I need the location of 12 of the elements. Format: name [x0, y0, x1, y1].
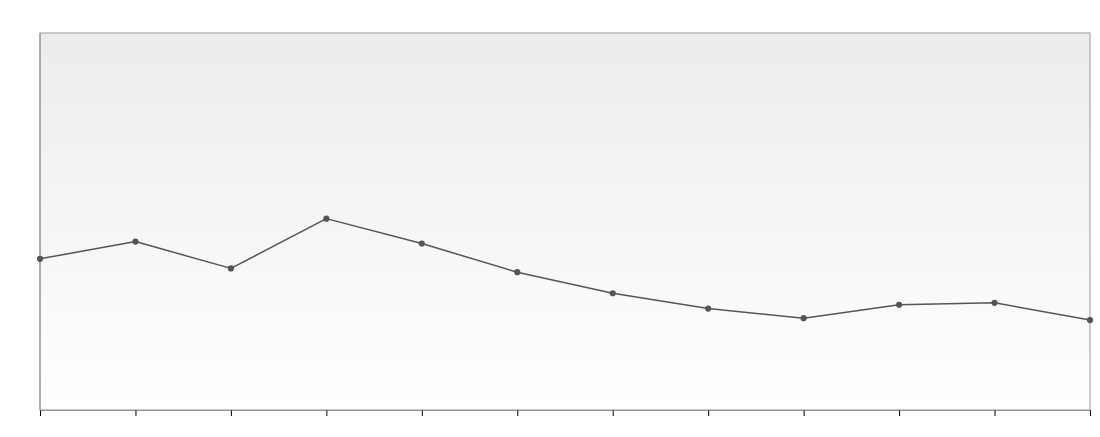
point: [1086, 316, 1094, 324]
point: [991, 299, 998, 306]
point: [36, 255, 44, 262]
point: [132, 238, 139, 245]
point: [609, 290, 616, 297]
point: [227, 265, 234, 272]
point: [896, 301, 903, 308]
point: [323, 215, 330, 222]
point: [800, 315, 807, 322]
point: [418, 240, 425, 247]
point: [514, 269, 521, 276]
point: [705, 305, 712, 312]
